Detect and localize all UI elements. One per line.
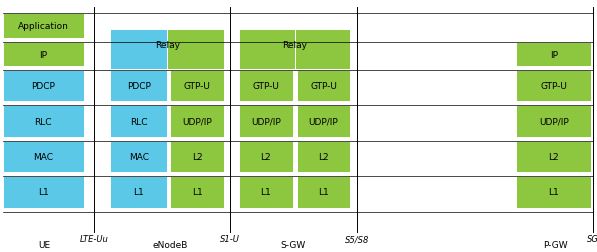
Text: SG: SG	[587, 234, 597, 243]
Bar	[3, 106, 84, 137]
Text: eNodeB: eNodeB	[152, 240, 188, 249]
Bar	[110, 176, 167, 208]
Bar	[239, 106, 293, 137]
Text: IP: IP	[550, 50, 558, 59]
Bar	[239, 71, 293, 102]
Text: GTP-U: GTP-U	[540, 82, 567, 91]
Text: S-GW: S-GW	[280, 240, 305, 249]
Bar	[170, 141, 224, 173]
Text: IP: IP	[39, 50, 47, 59]
Text: Relay: Relay	[155, 41, 180, 50]
Text: UE: UE	[39, 240, 51, 249]
Text: L1: L1	[260, 188, 271, 197]
Text: UDP/IP: UDP/IP	[251, 117, 281, 126]
Bar	[516, 106, 591, 137]
Bar	[239, 176, 293, 208]
Bar	[3, 43, 84, 67]
Text: RLC: RLC	[35, 117, 52, 126]
Text: S1-U: S1-U	[220, 234, 240, 243]
Text: PDCP: PDCP	[127, 82, 150, 91]
Text: UDP/IP: UDP/IP	[539, 117, 568, 126]
Text: S5/S8: S5/S8	[345, 234, 369, 243]
Bar	[239, 141, 293, 173]
Text: L1: L1	[133, 188, 144, 197]
Bar	[516, 141, 591, 173]
Text: RLC: RLC	[130, 117, 147, 126]
Bar	[110, 71, 167, 102]
Bar	[170, 106, 224, 137]
Bar	[3, 14, 84, 39]
Bar	[297, 176, 350, 208]
Text: L2: L2	[549, 152, 559, 161]
Polygon shape	[167, 30, 224, 69]
Bar	[3, 141, 84, 173]
Bar	[516, 43, 591, 67]
Text: GTP-U: GTP-U	[310, 82, 337, 91]
Text: MAC: MAC	[129, 152, 149, 161]
Text: L2: L2	[192, 152, 202, 161]
Bar	[516, 176, 591, 208]
Text: GTP-U: GTP-U	[252, 82, 279, 91]
Text: GTP-U: GTP-U	[183, 82, 211, 91]
Bar	[3, 176, 84, 208]
Text: L1: L1	[548, 188, 559, 197]
Text: L2: L2	[318, 152, 329, 161]
Bar	[3, 71, 84, 102]
Text: UDP/IP: UDP/IP	[309, 117, 338, 126]
Bar	[516, 71, 591, 102]
Text: P-GW: P-GW	[543, 240, 568, 249]
Bar	[170, 176, 224, 208]
Text: UDP/IP: UDP/IP	[182, 117, 212, 126]
Text: L1: L1	[38, 188, 49, 197]
Bar	[297, 71, 350, 102]
Polygon shape	[239, 30, 295, 69]
Text: L1: L1	[318, 188, 329, 197]
Text: L2: L2	[260, 152, 271, 161]
Text: Application: Application	[18, 22, 69, 31]
Text: LTE-Uu: LTE-Uu	[80, 234, 109, 243]
Bar	[297, 141, 350, 173]
Text: L1: L1	[192, 188, 202, 197]
Polygon shape	[295, 30, 350, 69]
Bar	[170, 71, 224, 102]
Text: Relay: Relay	[282, 41, 307, 50]
Text: PDCP: PDCP	[32, 82, 55, 91]
Polygon shape	[110, 30, 167, 69]
Text: MAC: MAC	[33, 152, 53, 161]
Bar	[110, 141, 167, 173]
Bar	[297, 106, 350, 137]
Bar	[110, 106, 167, 137]
